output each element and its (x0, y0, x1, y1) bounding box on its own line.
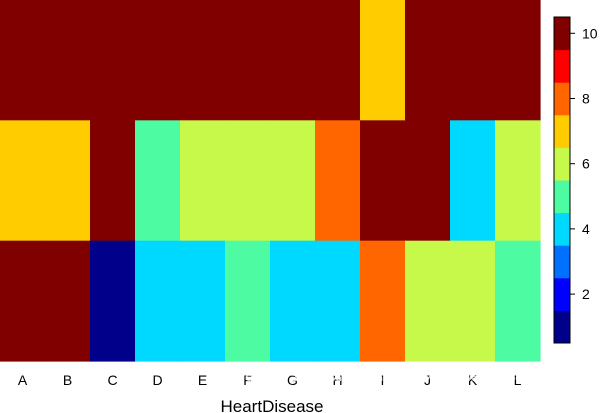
x-tick-label: G (287, 372, 298, 388)
x-tick-label: L (514, 372, 522, 388)
x-tick-label: E (198, 372, 207, 388)
heatmap-cell-r2-E (180, 120, 226, 242)
heatmap-cell-r2-L (495, 120, 541, 242)
x-tick-label: A (18, 372, 28, 388)
x-tick-label: B (63, 372, 72, 388)
x-axis-title: HeartDisease (221, 397, 324, 413)
colorbar-tick-label: 6 (582, 156, 590, 172)
heatmap-cell-r3-H (315, 240, 361, 362)
heatmap-cell-r2-J (405, 120, 451, 242)
x-tick-label: H (332, 372, 342, 388)
heatmap-cell-r2-A (0, 120, 46, 242)
colorbar-segment-7 (554, 114, 570, 148)
x-tick-label: F (243, 372, 252, 388)
colorbar (553, 16, 571, 344)
x-tick-label: C (107, 372, 117, 388)
heatmap-cell-r1-I (360, 0, 406, 121)
colorbar-tick-labels: 2 4 6 8 10 (570, 25, 598, 302)
x-tick-label: I (381, 372, 385, 388)
heatmap-cell-r2-F (225, 120, 271, 242)
credit-line-2: Campos, Zimek, Sander, Campello, Micenko… (245, 374, 605, 384)
colorbar-segment-9 (554, 49, 570, 83)
colorbar-border (553, 16, 571, 344)
heatmap-cell-r1-A (0, 0, 46, 121)
heatmap-cell-r3-I (360, 240, 406, 362)
colorbar-segment-1 (554, 310, 570, 344)
heatmap-cell-r1-J (405, 0, 451, 121)
x-tick-label: D (152, 372, 162, 388)
colorbar-segment-2 (554, 277, 570, 311)
heatmap-cell-r3-G (270, 240, 316, 362)
x-tick-label: J (424, 372, 431, 388)
x-tick-labels: A B C D E F G H I J K L (18, 372, 522, 388)
colorbar-tick-label: 2 (582, 286, 590, 302)
colorbar-segment-3 (554, 245, 570, 279)
colorbar-segment-4 (554, 212, 570, 246)
heatmap-cell-r2-H (315, 120, 361, 242)
heatmap-cell-r1-F (225, 0, 271, 121)
heatmap-cell-r1-G (270, 0, 316, 121)
colorbar-tick-label: 4 (582, 221, 590, 237)
heatmap-cells (0, 0, 541, 362)
heatmap-cell-r3-K (450, 240, 496, 362)
heatmap-cell-r3-J (405, 240, 451, 362)
heatmap-cell-r1-E (180, 0, 226, 121)
colorbar-segment-8 (554, 82, 570, 116)
x-tick-label: K (468, 372, 478, 388)
colorbar-tick-label: 10 (582, 25, 598, 41)
heatmap-cell-r1-B (45, 0, 91, 121)
heatmap-cell-r2-K (450, 120, 496, 242)
heatmap-cell-r1-K (450, 0, 496, 121)
credit-line-1: On the Evaluation of Unsupervised Outlie… (245, 363, 580, 373)
colorbar-tick-label: 8 (582, 91, 590, 107)
heatmap-cell-r2-I (360, 120, 406, 242)
heatmap-cell-r3-L (495, 240, 541, 362)
heatmap-cell-r2-B (45, 120, 91, 242)
heatmap-cell-r2-C (90, 120, 136, 242)
heatmap-cell-r2-G (270, 120, 316, 242)
heatmap-cell-r1-D (135, 0, 181, 121)
heatmap-cell-r1-H (315, 0, 361, 121)
colorbar-segment-6 (554, 147, 570, 181)
colorbar-segment-5 (554, 180, 570, 214)
heatmap-cell-r3-B (45, 240, 91, 362)
heatmap-cell-r3-D (135, 240, 181, 362)
heatmap-cell-r3-C (90, 240, 136, 362)
heatmap-cell-r1-C (90, 0, 136, 121)
colorbar-segment-10 (554, 17, 570, 51)
heatmap-cell-r3-E (180, 240, 226, 362)
heatmap-cell-r1-L (495, 0, 541, 121)
heatmap-cell-r3-F (225, 240, 271, 362)
heatmap-cell-r3-A (0, 240, 46, 362)
heatmap-cell-r2-D (135, 120, 181, 242)
